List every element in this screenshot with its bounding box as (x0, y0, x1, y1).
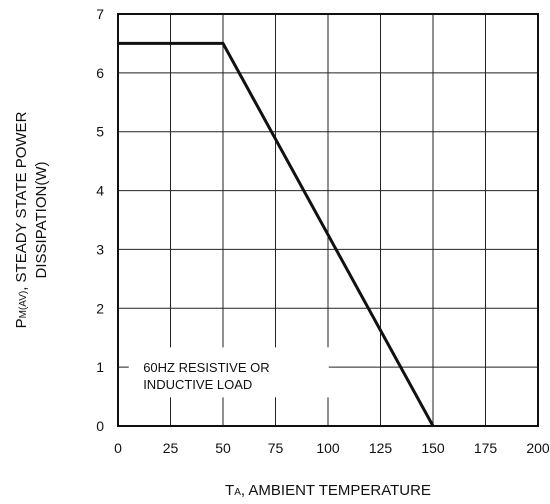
x-axis-title-main: T (225, 482, 234, 499)
y-tick-label: 4 (96, 183, 104, 199)
x-axis-title-rest: , AMBIENT TEMPERATURE (241, 482, 431, 499)
x-tick-label: 125 (369, 440, 393, 456)
x-axis-title-sub: A (234, 487, 241, 498)
y-axis-title-rest: , STEADY STATE POWER (13, 111, 30, 290)
x-tick-label: 75 (268, 440, 284, 456)
y-tick-label: 3 (96, 241, 104, 257)
x-tick-label: 50 (215, 440, 231, 456)
x-tick-label: 100 (316, 440, 340, 456)
x-axis-title: TA, AMBIENT TEMPERATURE (225, 482, 431, 499)
x-tick-label: 25 (163, 440, 179, 456)
y-axis-title-main: P (13, 318, 30, 328)
y-tick-label: 5 (96, 124, 104, 140)
y-tick-label: 1 (96, 359, 104, 375)
annotation: 60HZ RESISTIVE OR INDUCTIVE LOAD (128, 347, 329, 398)
y-axis-title-line-1: PM(AV), STEADY STATE POWER (13, 111, 30, 328)
annotation-line-2: INDUCTIVE LOAD (143, 377, 252, 392)
annotation-background (128, 347, 329, 398)
series-layer (118, 41, 435, 427)
series-line (118, 41, 435, 427)
y-tick-label: 7 (96, 6, 104, 22)
y-tick-label: 6 (96, 65, 104, 81)
x-tick-label: 0 (114, 440, 122, 456)
y-tick-label: 2 (96, 300, 104, 316)
plot-frame (117, 13, 539, 427)
annotation-line-1: 60HZ RESISTIVE OR (143, 360, 269, 375)
y-axis-title-line-2: DISSIPATION(W) (33, 162, 50, 279)
x-tick-label: 150 (421, 440, 445, 456)
x-tick-label: 175 (474, 440, 498, 456)
y-tick-labels: 0 1 2 3 4 5 6 7 (96, 6, 104, 434)
x-tick-label: 200 (526, 440, 550, 456)
x-tick-labels: 0 25 50 75 100 125 150 175 200 (114, 440, 550, 456)
y-axis-title-sub: M(AV) (18, 291, 29, 319)
y-tick-label: 0 (96, 418, 104, 434)
y-axis-title: PM(AV), STEADY STATE POWER DISSIPATION(W… (13, 111, 50, 328)
